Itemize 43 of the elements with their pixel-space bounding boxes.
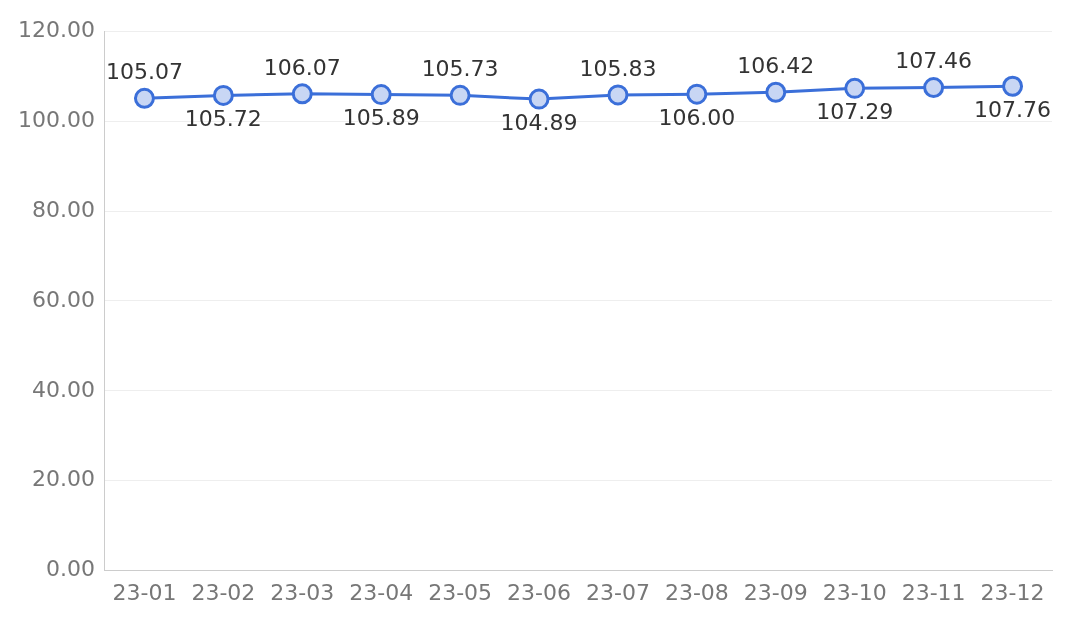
y-tick-label: 40.00 (31, 376, 95, 402)
y-tick-label: 100.00 (17, 106, 95, 132)
point (370, 84, 392, 106)
x-tick-label: 23-11 (901, 579, 966, 605)
data-label: 105.83 (579, 55, 657, 81)
point (765, 81, 787, 103)
x-tick-label: 23-12 (980, 579, 1045, 605)
x-tick-label: 23-02 (191, 579, 256, 605)
x-tick-label: 23-04 (349, 579, 414, 605)
data-label: 106.07 (263, 54, 341, 80)
data-label: 105.73 (421, 56, 499, 82)
point (686, 83, 708, 105)
point (607, 84, 629, 106)
x-tick-label: 23-08 (664, 579, 729, 605)
x-tick-label: 23-01 (112, 579, 177, 605)
data-label: 106.00 (658, 104, 736, 130)
x-tick-label: 23-10 (822, 579, 887, 605)
point (923, 77, 945, 99)
y-tick-label: 80.00 (31, 196, 95, 222)
x-tick-label: 23-07 (585, 579, 650, 605)
point (1002, 75, 1024, 97)
x-tick-label: 23-05 (428, 579, 493, 605)
data-label: 107.76 (974, 96, 1052, 122)
y-tick-label: 20.00 (31, 466, 95, 492)
point (528, 88, 550, 110)
data-label: 105.07 (105, 59, 183, 85)
data-label: 107.29 (816, 99, 894, 125)
point (212, 84, 234, 106)
point (844, 77, 866, 99)
x-tick-label: 23-03 (270, 579, 335, 605)
point (291, 83, 313, 105)
data-label: 104.89 (500, 109, 578, 135)
data-label: 107.46 (895, 48, 973, 74)
y-tick-label: 60.00 (31, 286, 95, 312)
x-tick-label: 23-06 (507, 579, 571, 605)
point (133, 87, 155, 109)
data-label: 105.72 (184, 106, 262, 132)
data-label: 106.42 (737, 52, 815, 78)
x-tick-label: 23-09 (743, 579, 808, 605)
y-tick-label: 120.00 (17, 16, 95, 42)
data-label: 105.89 (342, 105, 420, 131)
point (449, 84, 471, 106)
y-tick-label: 0.00 (45, 556, 95, 582)
